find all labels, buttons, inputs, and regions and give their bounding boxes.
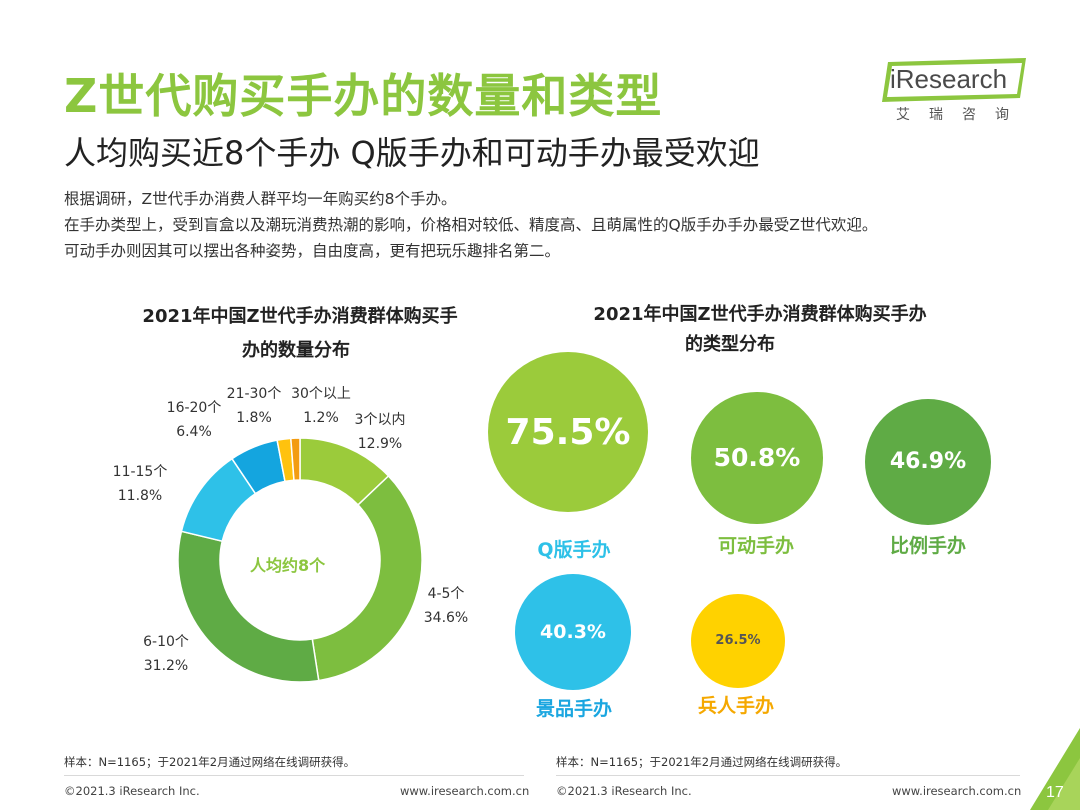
donut-chart-title-line-1: 2021年中国Z世代手办消费群体购买手 — [142, 306, 458, 327]
page-number: 17 — [1046, 784, 1064, 801]
donut-label-value: 6.4% — [176, 424, 212, 440]
bubble-兵人手办: 26.5% — [690, 593, 786, 689]
bubble-category-label: 兵人手办 — [697, 695, 774, 717]
bubble-category-label: 景品手办 — [535, 698, 612, 720]
sample-note-right: 样本：N=1165；于2021年2月通过网络在线调研获得。 — [556, 755, 848, 769]
donut-label-11-15: 11-15个 11.8% — [108, 460, 172, 508]
donut-chart-title: 2021年中国Z世代手办消费群体购买手 办的数量分布 — [100, 300, 500, 368]
bubble-景品手办: 40.3% — [514, 573, 632, 691]
donut-label-16-20: 16-20个 6.4% — [162, 396, 226, 444]
donut-label-category: 11-15个 — [112, 464, 168, 480]
bubble-比例手办: 46.9% — [864, 398, 992, 526]
donut-label-category: 4-5个 — [427, 586, 465, 602]
page-corner-decoration — [1030, 728, 1080, 810]
footer-url-right[interactable]: www.iresearch.com.cn — [892, 784, 1022, 798]
donut-label-category: 6-10个 — [143, 634, 189, 650]
footer-copyright-right: ©2021.3 iResearch Inc. — [556, 784, 692, 798]
sample-note-left: 样本：N=1165；于2021年2月通过网络在线调研获得。 — [64, 755, 356, 769]
donut-label-value: 1.2% — [303, 410, 339, 426]
donut-label-category: 16-20个 — [166, 400, 222, 416]
bubble-value-label: 50.8% — [713, 443, 801, 473]
donut-label-value: 34.6% — [423, 610, 469, 626]
bubble-Q版手办: 75.5% — [488, 352, 648, 512]
bubble-value-label: 26.5% — [715, 633, 761, 649]
bubble-chart-title-line-1: 2021年中国Z世代手办消费群体购买手办 — [593, 304, 927, 325]
donut-chart-title-line-2: 办的数量分布 — [242, 340, 350, 361]
donut-label-3-or-less: 3个以内 12.9% — [350, 408, 410, 456]
bubble-chart-title: 2021年中国Z世代手办消费群体购买手办 的类型分布 — [540, 300, 980, 360]
page-subtitle: 人均购买近8个手办 Q版手办和可动手办最受欢迎 — [64, 134, 760, 172]
description-line-3: 可动手办则因其可以摆出各种姿势，自由度高，更有把玩乐趣排名第二。 — [64, 242, 561, 260]
donut-label-value: 1.8% — [236, 410, 272, 426]
donut-label-category: 3个以内 — [354, 412, 406, 428]
logo-banner-shape — [882, 58, 1026, 102]
donut-slice-4-5个 — [311, 474, 423, 682]
footer-url-left[interactable]: www.iresearch.com.cn — [400, 784, 530, 798]
donut-label-6-10: 6-10个 31.2% — [136, 630, 196, 678]
bubble-可动手办: 50.8% — [691, 392, 823, 524]
logo-brand-text: iResearch — [890, 64, 1008, 94]
donut-label-value: 31.2% — [143, 658, 189, 674]
donut-chart — [177, 437, 423, 683]
donut-center-label: 人均约8个 — [250, 556, 326, 575]
bubble-value-label: 46.9% — [889, 449, 967, 475]
logo-sub-text: 艾瑞咨询 — [896, 107, 1028, 123]
page-title: Z世代购买手办的数量和类型 — [64, 69, 663, 123]
description: 根据调研，Z世代手办消费人群平均一年购买约8个手办。 在手办类型上，受到盲盒以及… — [64, 186, 877, 264]
bubble-category-label: Q版手办 — [537, 539, 611, 561]
bubble-category-label: 可动手办 — [717, 535, 794, 557]
donut-label-category: 30个以上 — [291, 386, 351, 402]
bubble-category-label: 比例手办 — [889, 535, 966, 557]
donut-label-30-plus: 30个以上 1.2% — [288, 382, 354, 430]
donut-label-value: 11.8% — [117, 488, 163, 504]
donut-label-4-5: 4-5个 34.6% — [416, 582, 476, 630]
bubble-value-label: 40.3% — [540, 620, 606, 643]
footer-divider-left — [64, 775, 524, 776]
bubble-value-label: 75.5% — [505, 411, 631, 453]
donut-label-value: 12.9% — [357, 436, 403, 452]
bubble-chart-title-line-2: 的类型分布 — [685, 334, 775, 355]
donut-label-category: 21-30个 — [226, 386, 282, 402]
donut-slice-30个以上 — [289, 437, 301, 482]
description-line-2: 在手办类型上，受到盲盒以及潮玩消费热潮的影响，价格相对较低、精度高、且萌属性的Q… — [64, 216, 878, 234]
description-line-1: 根据调研，Z世代手办消费人群平均一年购买约8个手办。 — [64, 190, 457, 208]
footer-divider-right — [556, 775, 1020, 776]
donut-slice-6-10个 — [177, 530, 320, 683]
donut-label-21-30: 21-30个 1.8% — [222, 382, 286, 430]
footer-copyright-left: ©2021.3 iResearch Inc. — [64, 784, 200, 798]
